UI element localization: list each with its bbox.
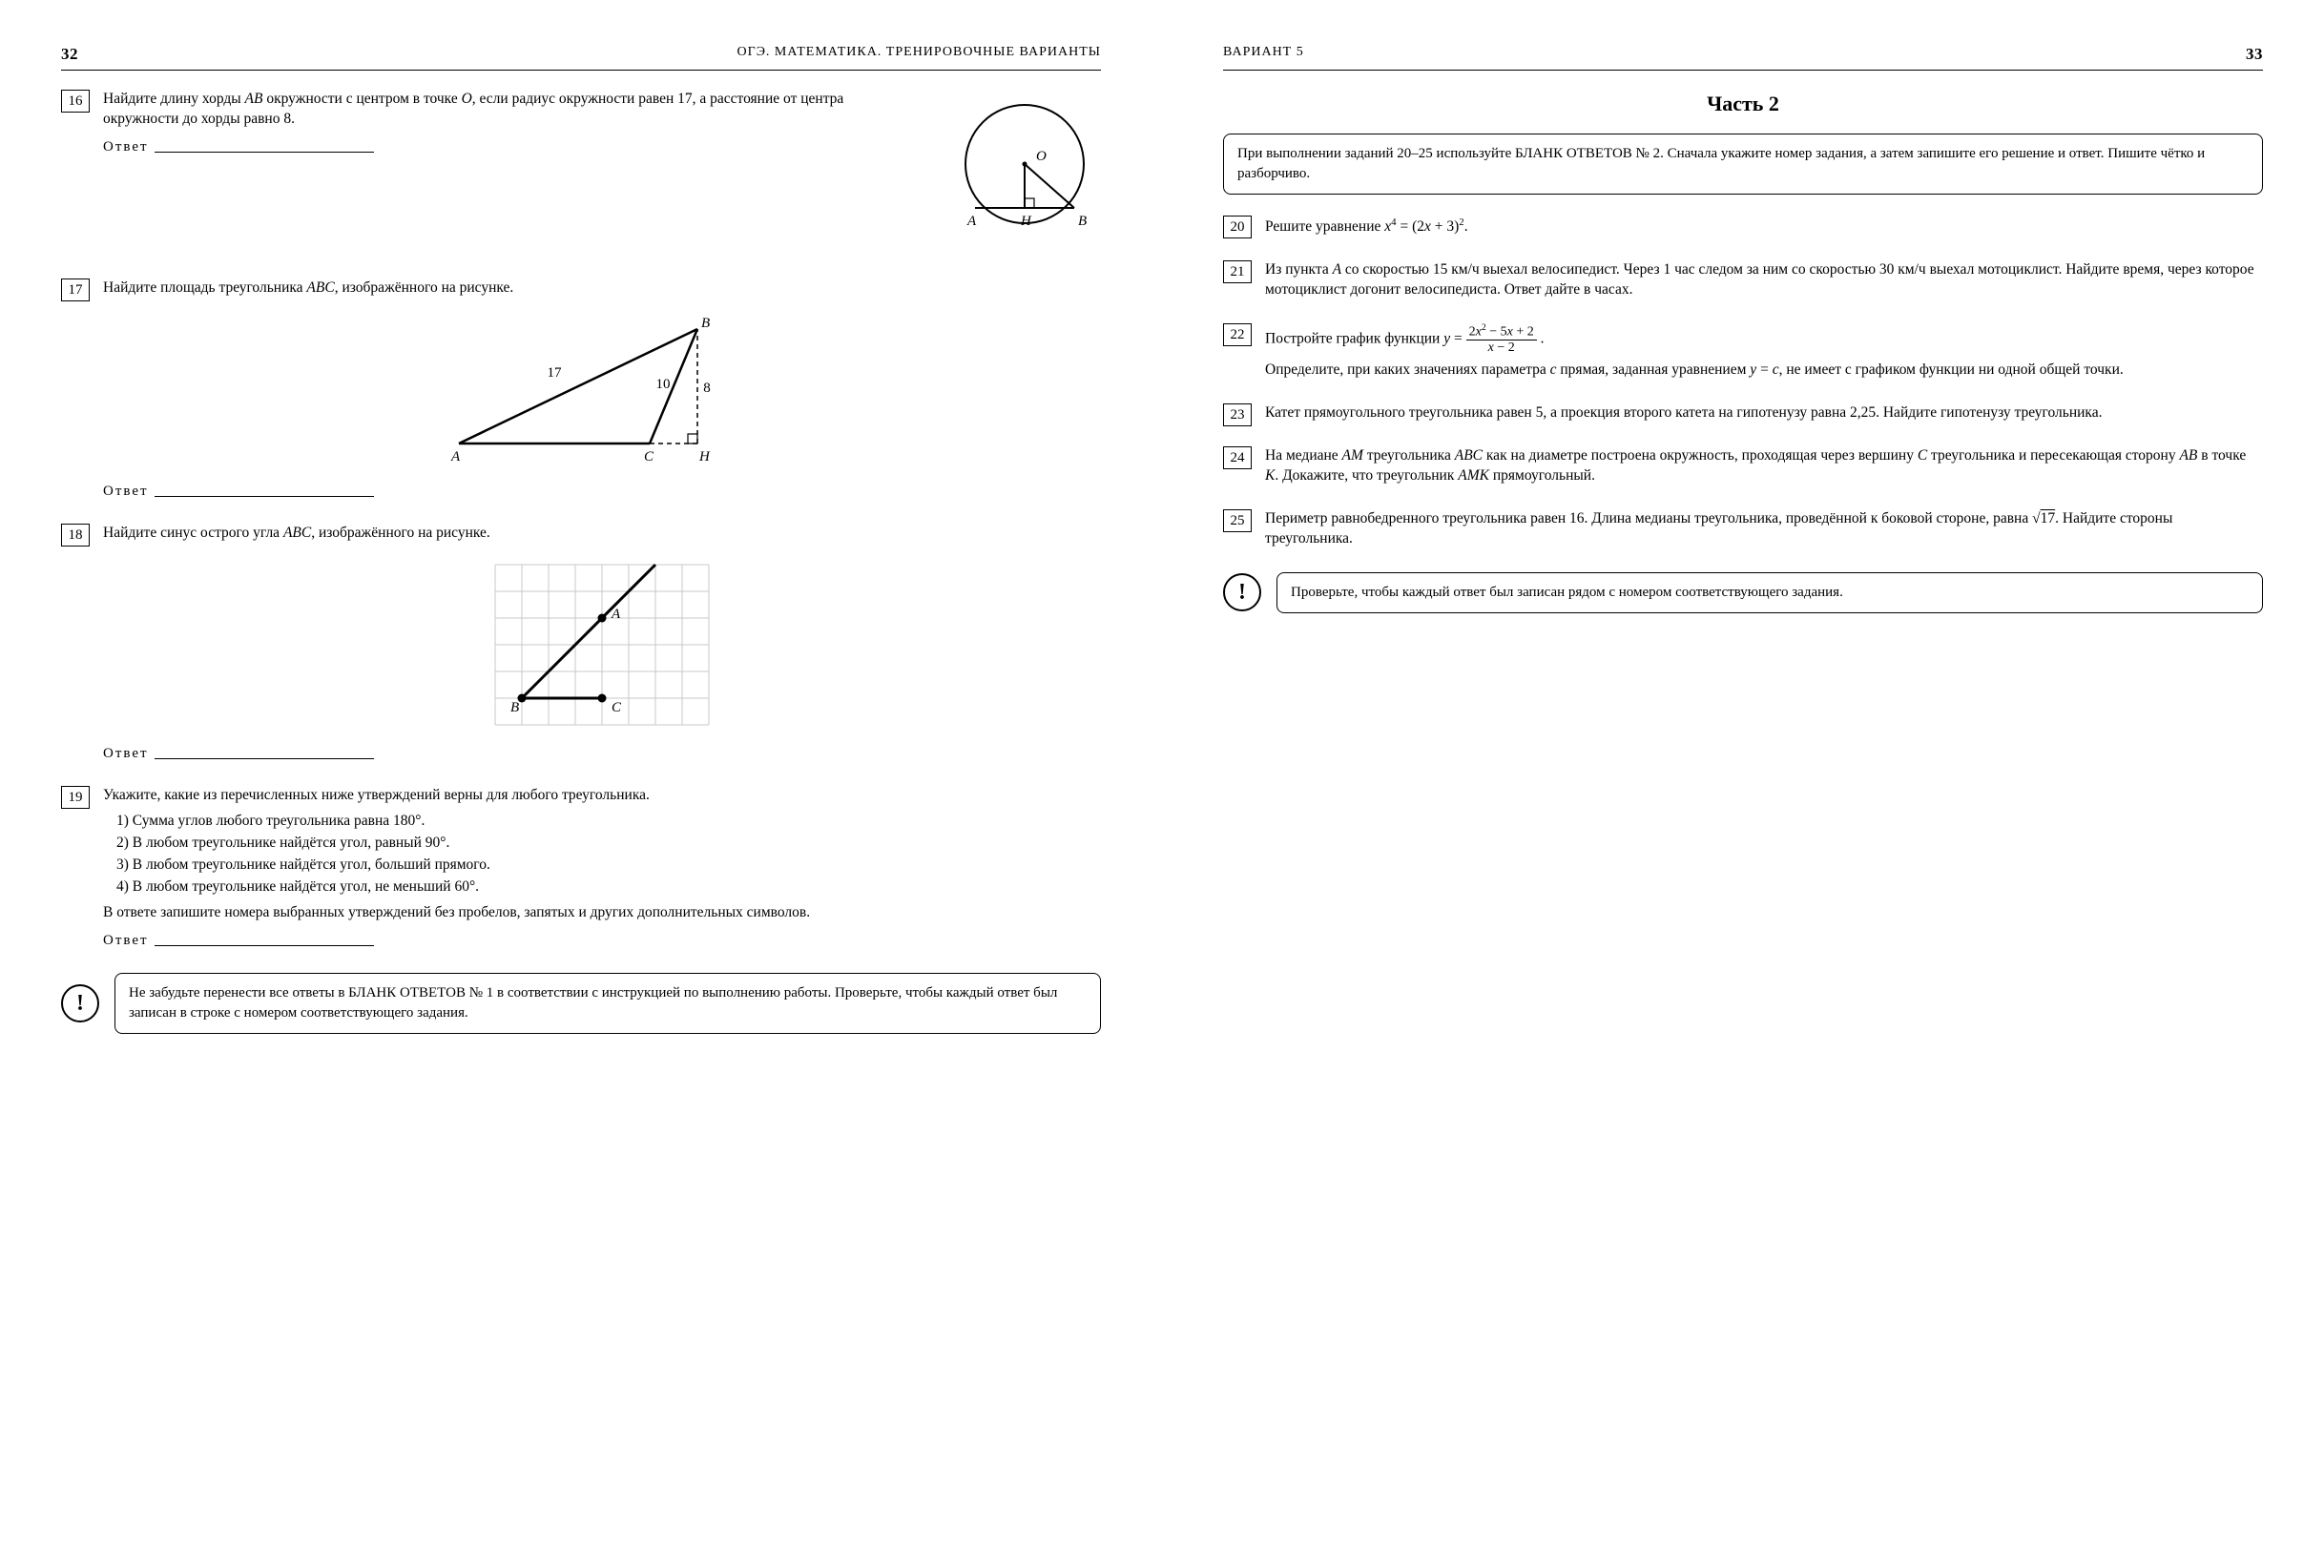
task-19-intro: Укажите, какие из перечисленных ниже утв… [103,786,1101,806]
right-footer-box: Проверьте, чтобы каждый ответ был записа… [1276,572,2263,613]
task-23-text: Катет прямоугольного треугольника равен … [1265,403,2263,423]
task-17-text: Найдите площадь треугольника ABC, изобра… [103,279,1101,299]
left-page: 32 ОГЭ. МАТЕМАТИКА. ТРЕНИРОВОЧНЫЕ ВАРИАН… [0,0,1162,1568]
task-21-text: Из пункта A со скоростью 15 км/ч выехал … [1265,260,2263,300]
svg-text:H: H [1020,214,1032,229]
task-19-num: 19 [61,786,90,809]
svg-text:A: A [966,214,977,229]
task-18-num: 18 [61,524,90,547]
right-header: ВАРИАНТ 5 33 [1223,44,2263,71]
task-16-num: 16 [61,90,90,113]
task-19-statement: 4) В любом треугольнике найдётся угол, н… [116,877,1101,897]
task-25-num: 25 [1223,509,1252,532]
task-20-num: 20 [1223,216,1252,238]
svg-text:A: A [611,607,621,622]
svg-text:C: C [612,700,622,715]
task-23-num: 23 [1223,403,1252,426]
task-24: 24 На медиане AM треугольника ABC как на… [1223,446,2263,492]
task-18-text: Найдите синус острого угла ABC, изображё… [103,524,1101,544]
task-21-num: 21 [1223,260,1252,283]
part-2-title: Часть 2 [1223,90,2263,118]
task-19-answer: Ответ [103,931,1101,950]
exclamation-icon: ! [61,984,99,1022]
task-22-line1: Постройте график функции y = 2x2 − 5x + … [1265,323,2263,356]
svg-text:10: 10 [656,377,671,392]
svg-text:B: B [701,316,710,331]
task-22-line2: Определите, при каких значениях параметр… [1265,361,2263,381]
right-page-number: 33 [2246,44,2263,66]
left-header: 32 ОГЭ. МАТЕМАТИКА. ТРЕНИРОВОЧНЫЕ ВАРИАН… [61,44,1101,71]
left-header-title: ОГЭ. МАТЕМАТИКА. ТРЕНИРОВОЧНЫЕ ВАРИАНТЫ [737,44,1101,66]
task-25: 25 Периметр равнобедренного треугольника… [1223,509,2263,555]
task-17: 17 Найдите площадь треугольника ABC, изо… [61,279,1101,506]
task-22: 22 Постройте график функции y = 2x2 − 5x… [1223,323,2263,387]
left-footer-box: Не забудьте перенести все ответы в БЛАНК… [114,973,1101,1034]
left-footer-row: ! Не забудьте перенести все ответы в БЛА… [61,973,1101,1034]
task-19-statement: 2) В любом треугольнике найдётся угол, р… [116,834,1101,854]
task-16: 16 OABH Найдите длину хорды AB окружност… [61,90,1101,261]
task-21: 21 Из пункта A со скоростью 15 км/ч выех… [1223,260,2263,306]
svg-text:H: H [698,449,711,464]
fig-16: O A B H [910,90,1101,261]
task-25-text: Периметр равнобедренного треугольника ра… [1265,509,2263,549]
task-17-answer: Ответ [103,482,1101,501]
task-17-num: 17 [61,279,90,301]
task-19-statement: 1) Сумма углов любого треугольника равна… [116,812,1101,832]
svg-text:A: A [450,449,461,464]
task-20-text: Решите уравнение x4 = (2x + 3)2. [1265,216,2263,237]
left-page-number: 32 [61,44,78,66]
svg-text:C: C [644,449,654,464]
task-19-note: В ответе запишите номера выбранных утвер… [103,903,1101,923]
svg-text:B: B [510,700,519,715]
part-2-instructions: При выполнении заданий 20–25 используйте… [1223,134,2263,195]
task-19-statements: 1) Сумма углов любого треугольника равна… [116,812,1101,897]
svg-text:B: B [1078,214,1087,229]
right-footer-row: ! Проверьте, чтобы каждый ответ был запи… [1223,572,2263,613]
fig-17: A B C H 17 10 8 [430,310,774,472]
svg-text:8: 8 [703,381,711,396]
exclamation-icon: ! [1223,573,1261,611]
task-24-text: На медиане AM треугольника ABC как на ди… [1265,446,2263,486]
task-18-answer: Ответ [103,744,1101,763]
task-19: 19 Укажите, какие из перечисленных ниже … [61,786,1101,956]
task-24-num: 24 [1223,446,1252,469]
svg-text:17: 17 [548,365,563,381]
right-page: ВАРИАНТ 5 33 Часть 2 При выполнении зада… [1162,0,2324,1568]
task-19-statement: 3) В любом треугольнике найдётся угол, б… [116,856,1101,876]
right-header-title: ВАРИАНТ 5 [1223,44,1304,66]
task-23: 23 Катет прямоугольного треугольника рав… [1223,403,2263,429]
fig-18: B C A [482,555,722,734]
task-22-num: 22 [1223,323,1252,346]
task-20: 20 Решите уравнение x4 = (2x + 3)2. [1223,216,2263,243]
task-18: 18 Найдите синус острого угла ABC, изобр… [61,524,1101,769]
svg-text:O: O [1036,149,1047,164]
